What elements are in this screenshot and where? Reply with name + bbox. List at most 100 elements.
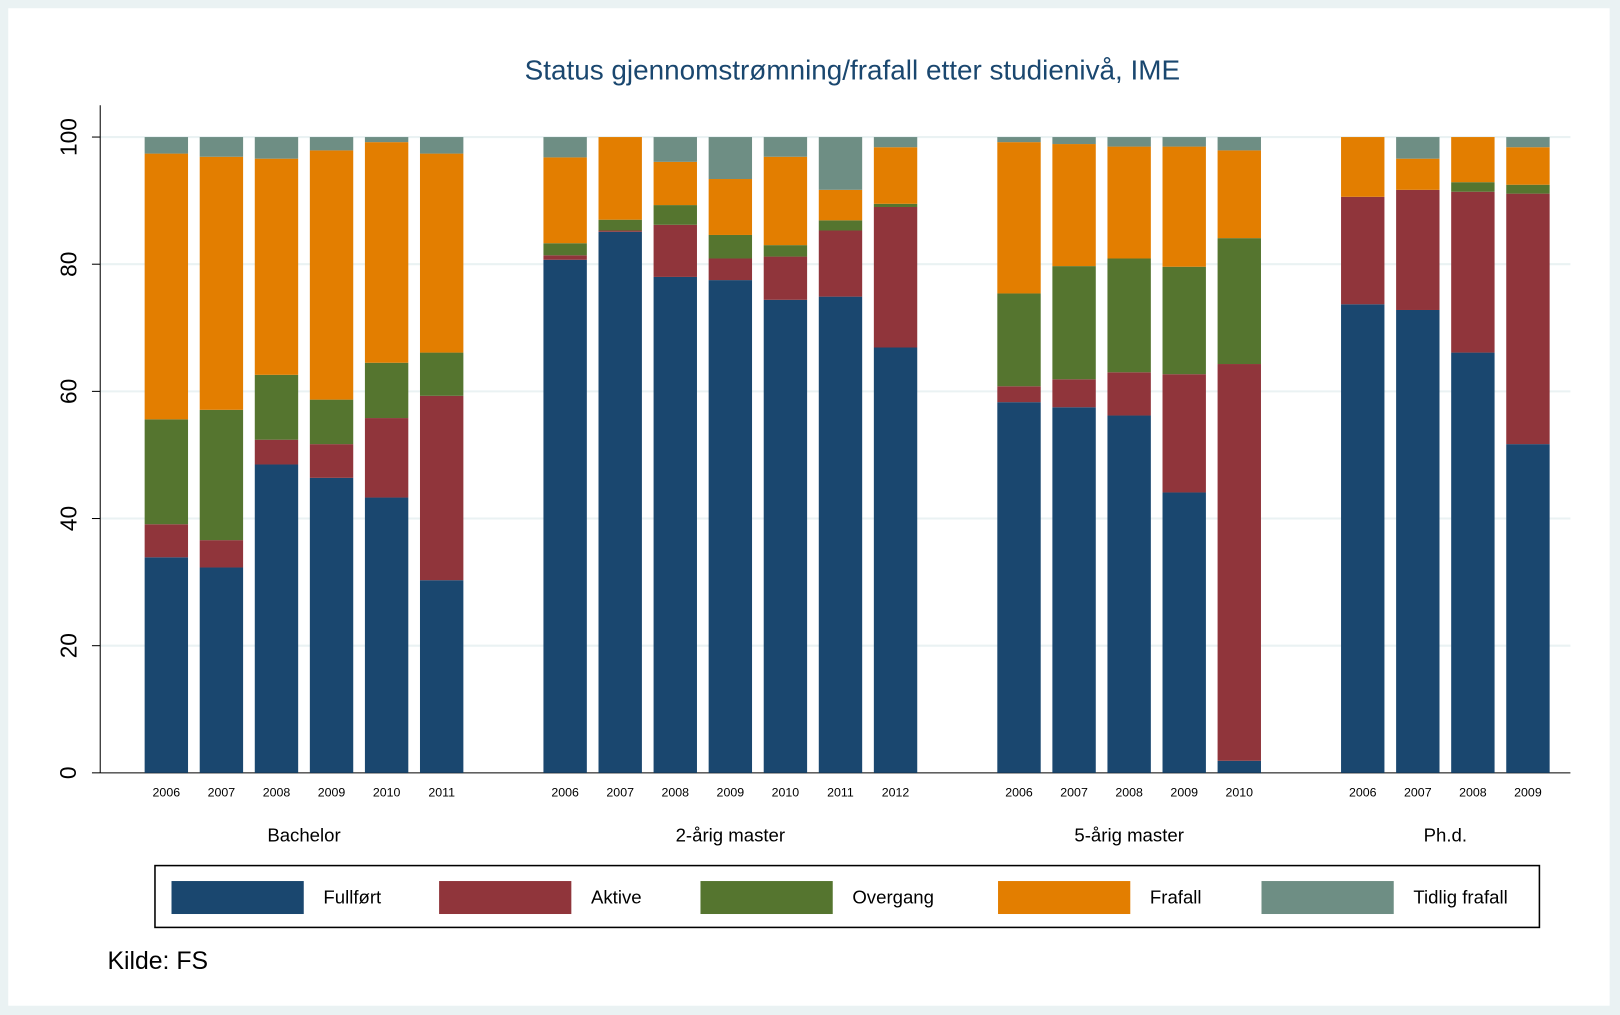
x-tick-label: 2012 <box>882 786 910 800</box>
bar-segment <box>708 280 753 773</box>
bar-segment <box>1396 158 1440 190</box>
x-tick-label: 2010 <box>772 786 800 800</box>
bar-segment <box>598 219 642 231</box>
bar-segment <box>763 137 808 157</box>
x-tick-label: 2008 <box>1459 786 1487 800</box>
bar-segment <box>1052 137 1096 145</box>
y-tick-label: 40 <box>55 506 81 531</box>
source: Kilde: FS <box>107 948 208 975</box>
group-label: 5-årig master <box>1074 825 1184 846</box>
bar-segment <box>199 409 244 541</box>
bar-segment <box>309 444 354 478</box>
legend-swatch <box>700 881 833 915</box>
bar-segment <box>543 137 587 158</box>
legend-swatch <box>998 881 1131 915</box>
bar-segment <box>1162 266 1206 375</box>
bar-segment <box>653 161 697 206</box>
bar-segment <box>309 150 354 400</box>
legend-swatch <box>171 881 304 915</box>
x-tick-label: 2009 <box>1170 786 1198 800</box>
x-tick-label: 2008 <box>263 786 291 800</box>
bar-segment <box>763 156 808 246</box>
x-tick-label: 2009 <box>318 786 346 800</box>
y-tick-label: 60 <box>55 379 81 404</box>
bar-segment <box>419 137 464 154</box>
bar-segment <box>199 137 244 157</box>
bar-segment <box>708 258 753 281</box>
bar-segment <box>997 402 1041 773</box>
bar-segment <box>543 255 587 260</box>
bar-segment <box>1506 444 1550 773</box>
bar-segment <box>1217 238 1261 365</box>
legend-swatch <box>439 881 572 915</box>
bar-segment <box>1506 147 1550 185</box>
x-tick-label: 2011 <box>827 786 854 800</box>
bar-segment <box>1107 372 1151 416</box>
bar-segment <box>763 256 808 300</box>
bar-segment <box>364 497 409 773</box>
bar-segment <box>364 142 409 363</box>
legend-label: Tidlig frafall <box>1413 886 1507 907</box>
legend-label: Fullført <box>323 886 382 907</box>
bar-segment <box>1341 137 1385 197</box>
bar-segment <box>1451 182 1495 192</box>
bar-segment <box>1162 146 1206 267</box>
bar-segment <box>419 580 464 773</box>
bar-segment <box>254 158 299 375</box>
bar-segment <box>309 137 354 151</box>
x-tick-label: 2008 <box>661 786 689 800</box>
x-tick-label: 2006 <box>1349 786 1377 800</box>
x-tick-label: 2007 <box>606 786 634 800</box>
bar-segment <box>1396 189 1440 310</box>
bar-segment <box>1162 374 1206 493</box>
x-tick-label: 2006 <box>1005 786 1033 800</box>
x-tick-label: 2009 <box>1514 786 1542 800</box>
chart-title: Status gjennomstrømning/frafall etter st… <box>525 55 1180 86</box>
y-tick-label: 100 <box>55 118 81 156</box>
bar-segment <box>708 137 753 180</box>
bar-segment <box>1506 137 1550 148</box>
bar-segment <box>997 386 1041 403</box>
bar-segment <box>873 203 918 207</box>
bar-segment <box>254 439 299 465</box>
bar-segment <box>144 524 189 558</box>
bar-segment <box>997 137 1041 143</box>
bar-segment <box>598 137 642 220</box>
bar-segment <box>873 206 918 348</box>
bar-segment <box>763 245 808 257</box>
bar-segment <box>1451 137 1495 183</box>
x-tick-label: 2006 <box>551 786 579 800</box>
bar-segment <box>254 374 299 440</box>
y-tick-label: 80 <box>55 252 81 277</box>
bar-segment <box>1052 407 1096 773</box>
legend-label: Frafall <box>1150 886 1202 907</box>
group-label: Bachelor <box>267 825 340 846</box>
bar-segment <box>1217 364 1261 761</box>
x-tick-label: 2008 <box>1115 786 1143 800</box>
bar-segment <box>818 189 863 221</box>
bar-segment <box>1107 137 1151 147</box>
bar-segment <box>254 137 299 159</box>
x-tick-label: 2010 <box>1225 786 1253 800</box>
bar-segment <box>1162 137 1206 147</box>
bar-segment <box>419 153 464 353</box>
bar-segment <box>653 276 697 773</box>
x-tick-label: 2007 <box>208 786 236 800</box>
bar-segment <box>309 399 354 445</box>
bar-segment <box>309 477 354 773</box>
bar-segment <box>1506 184 1550 194</box>
bar-segment <box>1217 137 1261 151</box>
bar-segment <box>653 205 697 225</box>
bar-segment <box>419 352 464 396</box>
bar-segment <box>873 147 918 204</box>
x-tick-label: 2010 <box>373 786 401 800</box>
bar-segment <box>1217 150 1261 239</box>
bar-segment <box>653 224 697 277</box>
bar-segment <box>144 137 189 154</box>
bar-segment <box>763 299 808 773</box>
bar-segment <box>1107 146 1151 259</box>
bar-segment <box>1451 191 1495 353</box>
x-tick-label: 2009 <box>717 786 745 800</box>
